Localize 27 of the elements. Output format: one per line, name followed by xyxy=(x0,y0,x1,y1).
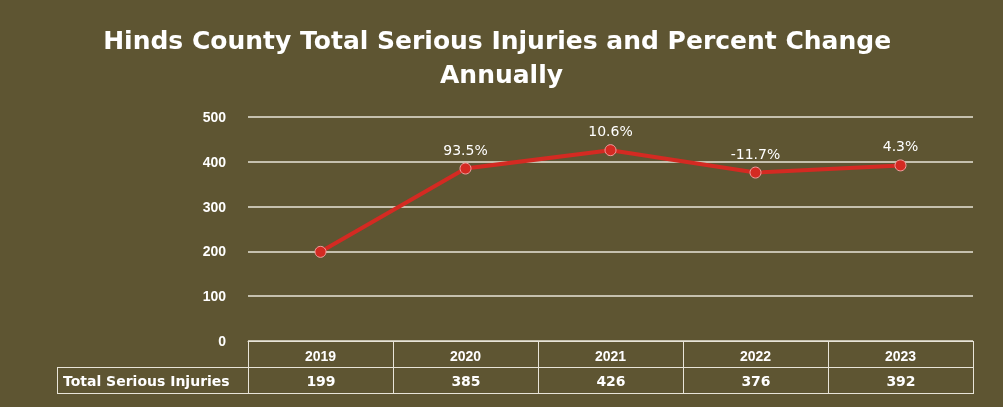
data-label: 199 xyxy=(248,367,394,394)
data-label: 426 xyxy=(538,367,684,394)
y-tick-label: 200 xyxy=(202,243,227,260)
y-tick-label: 100 xyxy=(202,288,227,305)
x-tick-label: 2019 xyxy=(304,348,337,364)
x-tick-label: 2023 xyxy=(884,348,917,364)
y-tick-label: 300 xyxy=(202,198,227,215)
y-tick-label: 400 xyxy=(202,153,227,170)
point xyxy=(749,166,762,179)
point xyxy=(314,245,327,258)
text: Total Serious Injuries xyxy=(57,367,249,394)
point xyxy=(604,144,617,157)
data-label: 376 xyxy=(683,367,829,394)
annotation: 93.5% xyxy=(443,141,488,158)
annotation: 4.3% xyxy=(882,138,919,155)
annotation: 10.6% xyxy=(588,123,633,140)
data-label: 385 xyxy=(393,367,539,394)
point xyxy=(894,159,907,172)
x-tick-label: 2022 xyxy=(739,348,772,364)
annotation: -11.7% xyxy=(730,145,781,162)
x-tick-label: 2020 xyxy=(449,348,482,364)
chart-title: Hinds County Total Serious Injuries and Percent Change Annually xyxy=(103,25,900,89)
point xyxy=(459,162,472,175)
y-tick-label: 0 xyxy=(218,333,227,349)
y-tick-label: 500 xyxy=(202,109,227,125)
x-tick-label: 2021 xyxy=(594,348,627,364)
data-label: 392 xyxy=(828,367,974,394)
